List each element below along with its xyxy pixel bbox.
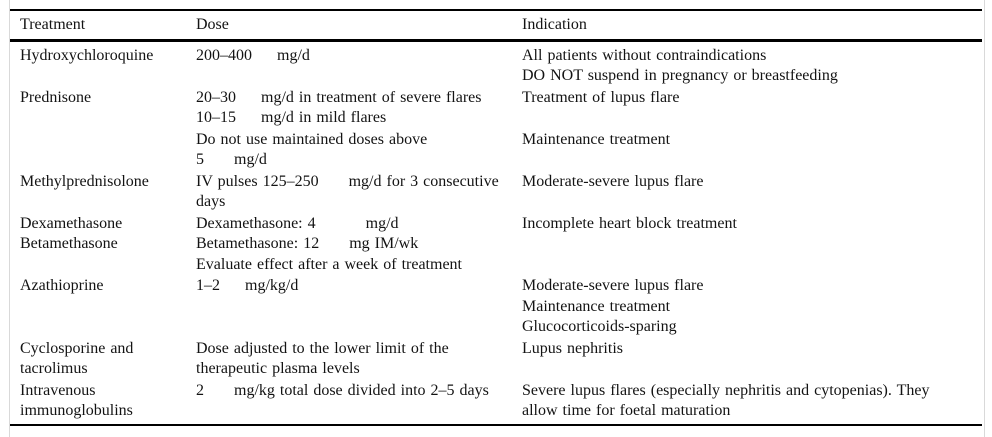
page-edge-left [9,0,10,437]
dose-cell: Dose adjusted to the lower limit of the … [196,339,449,378]
dose-cell: IV pulses 125–250 mg/d for 3 consecutive… [196,172,499,211]
treatment-cell: Intravenous immunoglobulins [20,381,133,420]
table-body: Hydroxychloroquine 200–400 mg/d All pati… [10,42,982,424]
treatment-cell: Dexamethasone Betamethasone [20,214,123,253]
dose-cell: Dexamethasone: 4 mg/d Betamethasone: 12 … [196,214,462,273]
treatment-cell: Methylprednisolone [20,172,149,190]
dose-cell: 2 mg/kg total dose divided into 2–5 days [196,381,489,399]
table-header-row: Treatment Dose Indication [10,11,982,39]
column-header-dose: Dose [196,15,229,33]
treatment-cell: Cyclosporine and tacrolimus [20,339,134,378]
table-row: Dexamethasone Betamethasone Dexamethason… [10,213,982,276]
indication-cell: Maintenance treatment [522,130,671,148]
treatment-cell: Azathioprine [20,277,104,294]
table-row: Do not use maintained doses above 5 mg/d… [10,129,982,171]
table-row: Azathioprine 1–2 mg/kg/d Moderate-severe… [10,276,982,339]
indication-cell: Incomplete heart block treatment [522,214,737,232]
column-header-treatment: Treatment [20,15,86,33]
table-top-rule [10,9,982,11]
dose-cell: 200–400 mg/d [196,46,310,64]
treatment-cell: Hydroxychloroquine [20,46,154,64]
table-bottom-rule [10,424,982,426]
table-row: Intravenous immunoglobulins 2 mg/kg tota… [10,380,982,422]
column-header-indication: Indication [522,15,587,33]
table-row: Hydroxychloroquine 200–400 mg/d All pati… [10,45,982,87]
treatment-cell: Prednisone [20,88,92,106]
page-edge-right [984,0,985,437]
dose-cell: Do not use maintained doses above 5 mg/d [196,130,428,169]
indication-cell: Moderate-severe lupus flare [522,172,704,190]
table-row: Prednisone 20–30 mg/d in treatment of se… [10,87,982,129]
table-row: Methylprednisolone IV pulses 125–250 mg/… [10,171,982,213]
indication-cell: Moderate-severe lupus flare Maintenance … [522,277,704,335]
dose-cell: 20–30 mg/d in treatment of severe flares… [196,88,482,127]
table-row: Cyclosporine and tacrolimus Dose adjuste… [10,338,982,380]
indication-cell: All patients without contraindications D… [522,46,838,85]
table-header-separator-rule [10,39,982,42]
indication-cell: Treatment of lupus flare [522,88,680,106]
treatment-table: Treatment Dose Indication Hydroxychloroq… [10,9,982,426]
indication-cell: Severe lupus flares (especially nephriti… [522,381,930,420]
dose-cell: 1–2 mg/kg/d [196,277,299,294]
indication-cell: Lupus nephritis [522,339,623,357]
